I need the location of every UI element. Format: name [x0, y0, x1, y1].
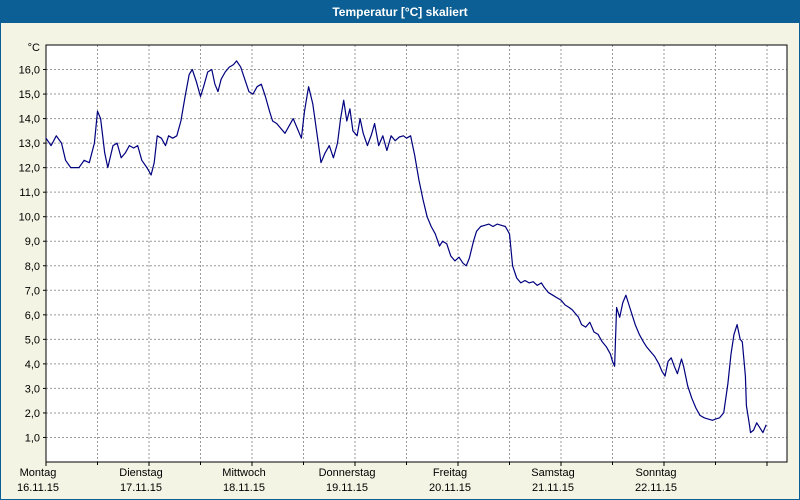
- y-tick-label: 12,0: [19, 163, 40, 175]
- y-tick-label: 4,0: [25, 359, 40, 371]
- x-day-name-label: Donnerstag: [319, 467, 376, 479]
- x-day-name-label: Samstag: [531, 467, 574, 479]
- x-day-date-label: 17.11.15: [120, 482, 162, 494]
- x-day-name-label: Sonntag: [636, 467, 677, 479]
- x-day-date-label: 21.11.15: [532, 482, 574, 494]
- y-tick-label: 1,0: [25, 432, 40, 444]
- y-axis-labels: 1,0 2,0 3,0 4,0 5,0 6,0 7,0 8,0 9,0 10,0 11,0 12,0 1…: [19, 42, 40, 444]
- y-tick-label: 2,0: [25, 408, 40, 420]
- plot-area: [46, 45, 787, 462]
- x-day-date-label: 22.11.15: [635, 482, 677, 494]
- x-axis-labels: Montag 16.11.15 Dienstag 17.11.15 Mittwoch 18…: [17, 467, 677, 494]
- gridlines: [46, 45, 787, 462]
- y-tick-label: 3,0: [25, 383, 40, 395]
- temperature-chart: 1,0 2,0 3,0 4,0 5,0 6,0 7,0 8,0 9,0 10,0 11,0 12,0 1…: [17, 42, 788, 494]
- y-tick-label: 16,0: [19, 65, 40, 77]
- x-day-date-label: 20.11.15: [429, 482, 471, 494]
- x-day-date-label: 16.11.15: [17, 482, 59, 494]
- temperature-series-line: [45, 60, 767, 434]
- plot-border: [45, 44, 788, 463]
- y-tick-label: 15,0: [19, 89, 40, 101]
- y-tick-label: 9,0: [25, 236, 40, 248]
- y-tick-label: 10,0: [19, 212, 40, 224]
- x-day-date-label: 19.11.15: [326, 482, 368, 494]
- y-tick-label: 11,0: [19, 187, 40, 199]
- y-tick-label: 14,0: [19, 114, 40, 126]
- y-tick-label: 5,0: [25, 334, 40, 346]
- x-day-name-label: Montag: [20, 467, 57, 479]
- x-day-name-label: Freitag: [433, 467, 467, 479]
- x-day-name-label: Dienstag: [119, 467, 162, 479]
- chart-area: 1,0 2,0 3,0 4,0 5,0 6,0 7,0 8,0 9,0 10,0 11,0 12,0 1…: [1, 23, 799, 499]
- y-tick-label: 8,0: [25, 261, 40, 273]
- x-day-name-label: Mittwoch: [222, 467, 265, 479]
- y-tick-label: 6,0: [25, 310, 40, 322]
- x-day-date-label: 18.11.15: [223, 482, 265, 494]
- window-titlebar: Temperatur [°C] skaliert: [1, 1, 799, 23]
- y-axis-unit-label: °C: [28, 42, 40, 54]
- y-tick-label: 13,0: [19, 138, 40, 150]
- window-title: Temperatur [°C] skaliert: [332, 5, 468, 19]
- y-tick-label: 7,0: [25, 285, 40, 297]
